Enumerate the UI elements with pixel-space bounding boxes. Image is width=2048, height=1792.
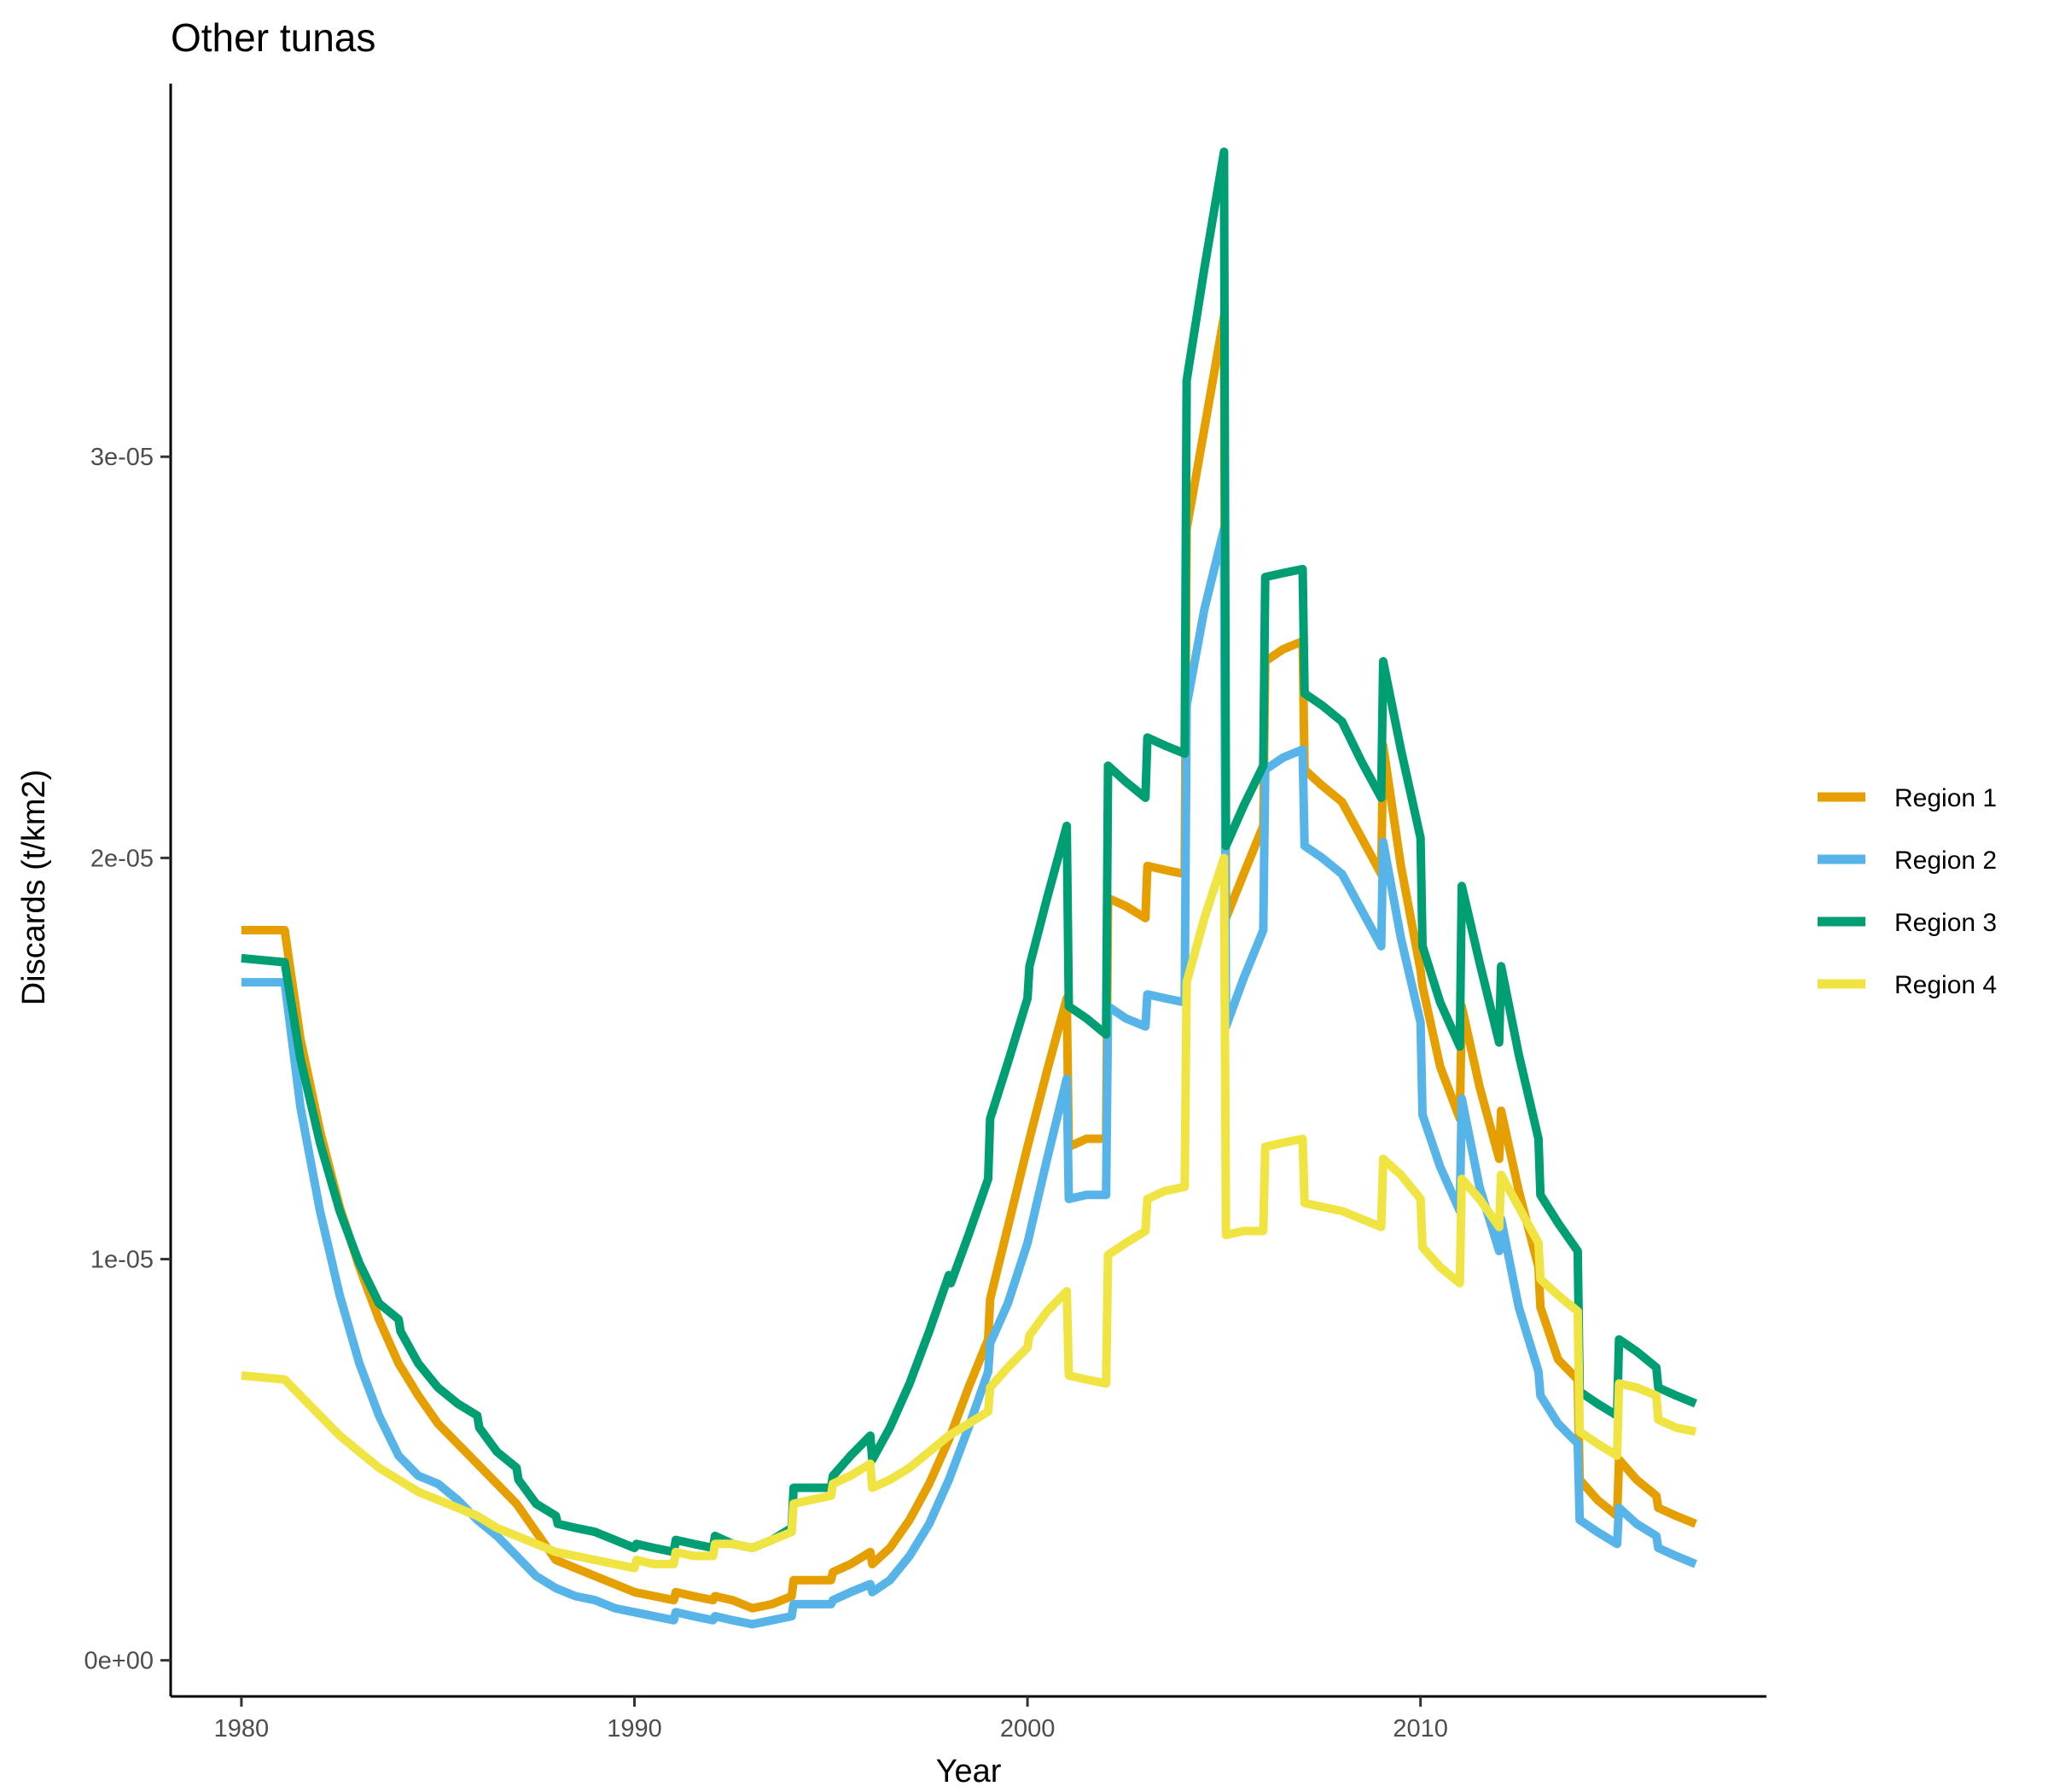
legend-label-region-4: Region 4 (1894, 971, 1997, 999)
series-line-region-3 (241, 147, 1697, 1556)
x-tick-label-1980: 1980 (214, 1715, 270, 1743)
series-layer (241, 147, 1698, 1629)
legend: Region 1 Region 2 Region 3 Region 4 (1818, 784, 1997, 999)
y-tick-label-1: 1e-05 (90, 1247, 154, 1274)
x-tick-label-2000: 2000 (1000, 1715, 1056, 1743)
x-tick-label-1990: 1990 (607, 1715, 662, 1743)
y-axis-title: Discards (t/km2) (16, 770, 52, 1006)
x-axis-title: Year (936, 1754, 1002, 1789)
legend-label-region-2: Region 2 (1894, 847, 1997, 875)
y-tick-label-2: 2e-05 (90, 845, 154, 872)
chart-title: Other tunas (171, 15, 375, 60)
series-line-region-4 (241, 853, 1697, 1573)
y-tick-label-0: 0e+00 (84, 1648, 154, 1675)
ticks-layer: 1980 1990 2000 2010 0e+00 1e-05 2e-05 3e-05 (84, 444, 1448, 1743)
legend-label-region-3: Region 3 (1894, 909, 1997, 937)
y-tick-label-3: 3e-05 (90, 444, 154, 471)
x-tick-label-2010: 2010 (1393, 1715, 1448, 1743)
legend-label-region-1: Region 1 (1894, 784, 1997, 812)
